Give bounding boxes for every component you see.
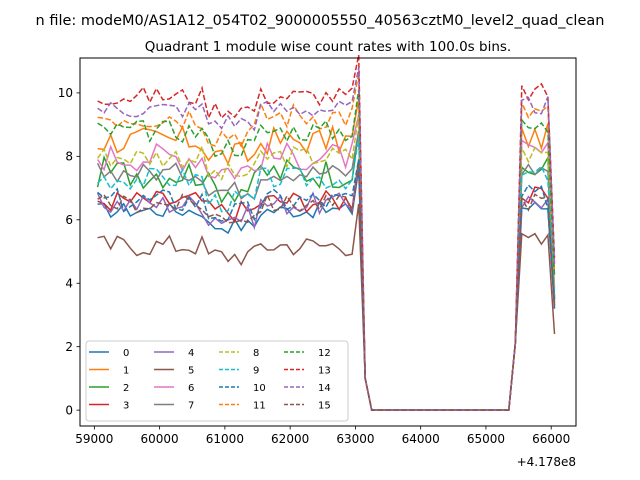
legend-label-4: 4	[188, 348, 194, 359]
x-tick-label: 64000	[402, 432, 440, 446]
legend-label-2: 2	[123, 383, 129, 394]
chart-title: Quadrant 1 module wise count rates with …	[145, 39, 511, 55]
x-tick-label: 61000	[206, 432, 244, 446]
y-tick-label: 4	[65, 276, 73, 290]
legend-label-15: 15	[318, 401, 331, 412]
legend-label-13: 13	[318, 366, 331, 377]
legend-label-10: 10	[253, 383, 266, 394]
series-line-8	[96, 114, 556, 411]
legend-label-8: 8	[253, 348, 259, 359]
x-tick-label: 63000	[336, 432, 374, 446]
legend-label-12: 12	[318, 348, 331, 359]
x-tick-label: 60000	[141, 432, 179, 446]
legend-label-14: 14	[318, 383, 331, 394]
legend-label-11: 11	[253, 401, 266, 412]
legend-label-0: 0	[123, 348, 129, 359]
plot-lines	[96, 54, 556, 411]
x-tick-label: 65000	[467, 432, 505, 446]
figure-suptitle: n file: modeM0/AS1A12_054T02_9000005550_…	[36, 13, 605, 29]
legend-label-9: 9	[253, 366, 259, 377]
x-tick-label: 66000	[532, 432, 570, 446]
y-axis: 0 2 4 6 8 10	[58, 86, 80, 417]
y-tick-label: 10	[58, 86, 73, 100]
legend-label-5: 5	[188, 366, 194, 377]
x-offset-label: +4.178e8	[517, 455, 576, 469]
legend-label-7: 7	[188, 401, 194, 412]
legend-frame	[85, 340, 349, 422]
axes-frame	[79, 57, 577, 427]
legend-label-6: 6	[188, 383, 194, 394]
y-tick-label: 6	[65, 213, 73, 227]
y-tick-label: 8	[65, 150, 73, 164]
legend-label-1: 1	[123, 366, 129, 377]
x-tick-label: 62000	[271, 432, 309, 446]
legend-label-3: 3	[123, 401, 129, 412]
y-tick-label: 2	[65, 340, 73, 354]
series-line-12	[97, 89, 556, 411]
series-line-15	[97, 162, 556, 411]
x-tick-label: 59000	[75, 432, 113, 446]
series-line-13	[97, 54, 556, 411]
x-axis: 59000 60000 61000 62000 63000 64000 65000 66000	[75, 426, 570, 446]
y-tick-label: 0	[65, 403, 73, 417]
